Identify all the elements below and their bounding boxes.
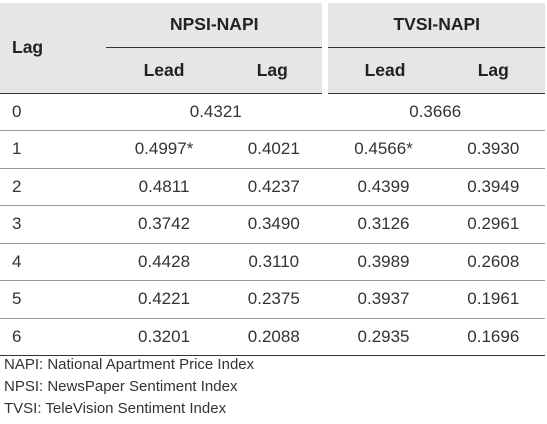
table-header: Lag NPSI-NAPI TVSI-NAPI Lead Lag Lead La…: [0, 3, 545, 94]
header-row-sub: Lead Lag Lead Lag: [0, 47, 545, 94]
header-row-groups: Lag NPSI-NAPI TVSI-NAPI: [0, 3, 545, 94]
correlation-table: Lag NPSI-NAPI TVSI-NAPI Lead Lag Lead La…: [0, 3, 545, 356]
npsi-lag-cell: 0.4237: [222, 168, 326, 206]
note-tvsi: TVSI: TeleVision Sentiment Index: [4, 400, 227, 417]
npsi-merged-cell: 0.4321: [106, 93, 326, 131]
tvsi-lead-cell: 0.4566*: [325, 130, 442, 169]
tvsi-lead-cell: 0.3937: [325, 280, 442, 319]
table-row: 2 0.4811 0.4237 0.4399 0.3949: [0, 168, 545, 206]
tvsi-lag-cell: 0.2961: [441, 205, 545, 244]
npsi-lag-cell: 0.3110: [222, 243, 326, 281]
tvsi-lag-cell: 0.3949: [441, 168, 545, 206]
npsi-lead-header: Lead: [106, 47, 223, 94]
npsi-lag-cell: 0.3490: [222, 205, 326, 244]
table-row: 5 0.4221 0.2375 0.3937 0.1961: [0, 280, 545, 319]
note-npsi: NPSI: NewsPaper Sentiment Index: [4, 378, 238, 395]
tvsi-lead-cell: 0.2935: [325, 318, 442, 356]
npsi-lead-cell: 0.4428: [106, 243, 223, 281]
tvsi-lag-cell: 0.3930: [441, 130, 545, 169]
tvsi-napi-header: TVSI-NAPI: [322, 3, 545, 48]
table-row: 3 0.3742 0.3490 0.3126 0.2961: [0, 205, 545, 244]
table-notes: NAPI: National Apartment Price Index NPS…: [4, 354, 254, 420]
npsi-lag-cell: 0.2088: [222, 318, 326, 356]
npsi-lead-cell: 0.4811: [106, 168, 223, 206]
table-row: 1 0.4997* 0.4021 0.4566* 0.3930: [0, 130, 545, 169]
table-row: 6 0.3201 0.2088 0.2935 0.1696: [0, 318, 545, 356]
npsi-lead-cell: 0.3201: [106, 318, 223, 356]
lag-cell: 1: [0, 130, 106, 169]
npsi-napi-header: NPSI-NAPI: [106, 3, 326, 48]
lag-cell: 5: [0, 280, 106, 319]
tvsi-lead-cell: 0.3989: [325, 243, 442, 281]
tvsi-lead-cell: 0.4399: [325, 168, 442, 206]
lag-column-header: Lag: [0, 3, 106, 94]
lag-cell: 6: [0, 318, 106, 356]
table-body: 0 0.4321 0.3666 1 0.4997* 0.4021 0.4566*…: [0, 93, 545, 356]
table-row: 4 0.4428 0.3110 0.3989 0.2608: [0, 243, 545, 281]
tvsi-lag-cell: 0.1696: [441, 318, 545, 356]
tvsi-lag-cell: 0.2608: [441, 243, 545, 281]
tvsi-lead-header: Lead: [322, 47, 442, 94]
table-row: 0 0.4321 0.3666: [0, 93, 545, 131]
lag-cell: 4: [0, 243, 106, 281]
npsi-lead-cell: 0.4997*: [106, 130, 223, 169]
tvsi-lag-header: Lag: [441, 47, 545, 94]
tvsi-lag-cell: 0.1961: [441, 280, 545, 319]
npsi-lead-cell: 0.3742: [106, 205, 223, 244]
note-napi: NAPI: National Apartment Price Index: [4, 356, 255, 373]
lag-cell: 2: [0, 168, 106, 206]
npsi-lag-header: Lag: [222, 47, 326, 94]
tvsi-merged-cell: 0.3666: [325, 93, 545, 131]
npsi-lag-cell: 0.2375: [222, 280, 326, 319]
npsi-lead-cell: 0.4221: [106, 280, 223, 319]
lag-cell: 0: [0, 93, 106, 131]
lag-cell: 3: [0, 205, 106, 244]
tvsi-lead-cell: 0.3126: [325, 205, 442, 244]
npsi-lag-cell: 0.4021: [222, 130, 326, 169]
